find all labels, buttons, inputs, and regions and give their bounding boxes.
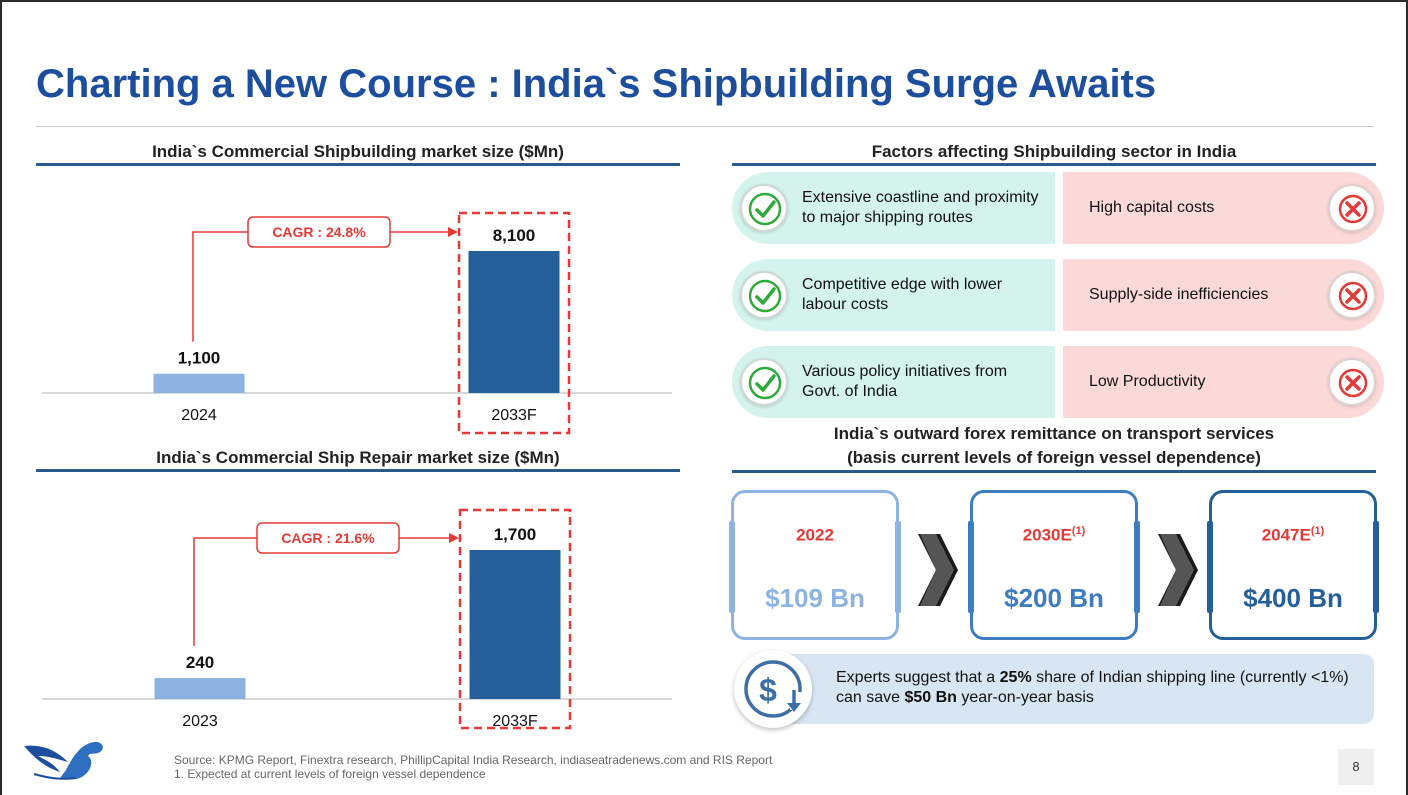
negative-factor-text: Supply-side inefficiencies [1089,286,1269,303]
check-icon [740,271,788,319]
chart2-title-rule [36,469,680,472]
title-divider [36,126,1374,127]
x-tick-label: 2024 [181,407,217,424]
x-tick-label: 2023 [182,713,218,730]
expert-callout: Experts suggest that a 25% share of Indi… [760,654,1374,724]
forex-title-line2: (basis current levels of foreign vessel … [847,448,1261,467]
forex-value: $200 Bn [1004,583,1104,613]
chart1-title: India`s Commercial Shipbuilding market s… [152,142,564,161]
frame-right-border [1406,0,1408,795]
positive-factor-text: Competitive edge with lower labour costs [802,276,1003,313]
bar-2023 [154,677,246,699]
positive-factor: Competitive edge with lower labour costs [732,259,1055,331]
positive-factor: Various policy initiatives from Govt. of… [732,346,1055,418]
data-label: 240 [186,653,214,672]
page-title: Charting a New Course : India`s Shipbuil… [36,62,1157,106]
forex-card-2030: 2030E(1) $200 Bn [968,490,1140,640]
highlight-box [457,211,571,435]
forex-value: $109 Bn [765,583,865,613]
cagr-label-box [247,216,391,248]
forex-title-line1: India`s outward forex remittance on tran… [833,424,1275,443]
ship-repair-chart: 240 2023 1,700 2033F CAGR : 21.6% [42,508,672,730]
forex-title: India`s outward forex remittance on tran… [732,422,1376,470]
cagr-connector [192,231,448,342]
chart2-title: India`s Commercial Ship Repair market si… [156,448,560,467]
bar-2024 [153,373,245,393]
cagr-label: CAGR : 24.8% [272,224,366,240]
x-tick-label: 2033F [491,407,537,424]
frame-top-border [0,0,1408,2]
highlight-box [458,508,572,730]
factor-row: Competitive edge with lower labour costs… [732,259,1384,331]
card-accent-strip [895,521,901,613]
positive-factor-text: Various policy initiatives from Govt. of… [802,363,1008,400]
forex-card-2022: 2022 $109 Bn [729,490,901,640]
page-number: 8 [1338,749,1374,785]
positive-factor: Extensive coastline and proximity to maj… [732,172,1055,244]
factors-title: Factors affecting Shipbuilding sector in… [871,142,1237,161]
card-accent-strip [729,521,735,613]
forex-year: 2047E(1) [1261,525,1325,545]
negative-factor: Supply-side inefficiencies [1063,259,1384,331]
factors-title-rule [732,163,1376,166]
chart1-title-rule [36,163,680,166]
cagr-connector [193,537,449,646]
expert-text: Experts suggest that a 25% share of Indi… [836,669,1349,706]
shipbuilding-chart: 1,100 2024 8,100 2033F CAGR : 24.8% [42,211,672,435]
negative-factor: High capital costs [1063,172,1384,244]
card-accent-strip [1207,521,1213,613]
swan-logo [20,736,110,787]
chevron-right-icon [1158,534,1198,606]
cagr-arrowhead [449,533,459,543]
dollar-down-icon: $ [734,650,812,728]
data-label: 8,100 [493,226,536,245]
svg-text:$: $ [759,672,777,708]
negative-factor-text: Low Productivity [1089,373,1206,390]
forex-year: 2030E(1) [1022,525,1086,545]
card-accent-strip [1134,521,1140,613]
bar-2033f [469,550,561,699]
data-label: 1,700 [494,525,537,544]
positive-factor-text: Extensive coastline and proximity to maj… [802,189,1039,226]
cross-icon [1328,358,1376,406]
source-text: Source: KPMG Report, Finextra research, … [174,753,773,767]
negative-factor-text: High capital costs [1089,199,1215,216]
forex-year: 2022 [796,525,834,545]
footer-source: Source: KPMG Report, Finextra research, … [174,753,772,781]
x-tick-label: 2033F [492,713,538,730]
factor-row: Extensive coastline and proximity to maj… [732,172,1384,244]
factor-row: Various policy initiatives from Govt. of… [732,346,1384,418]
forex-value: $400 Bn [1243,583,1343,613]
cagr-label: CAGR : 21.6% [281,530,375,546]
chevron-right-icon [918,534,958,606]
forex-card-2047: 2047E(1) $400 Bn [1207,490,1379,640]
cagr-label-box [256,522,400,554]
cross-icon [1328,271,1376,319]
footnote-text: 1. Expected at current levels of foreign… [174,767,486,781]
card-accent-strip [968,521,974,613]
negative-factor: Low Productivity [1063,346,1384,418]
check-icon [740,358,788,406]
forex-title-rule [732,470,1376,473]
cross-icon [1328,184,1376,232]
bar-2033f [468,251,560,393]
card-accent-strip [1373,521,1379,613]
data-label: 1,100 [178,349,221,368]
frame-left-border [0,0,2,795]
cagr-arrowhead [448,227,458,237]
check-icon [740,184,788,232]
